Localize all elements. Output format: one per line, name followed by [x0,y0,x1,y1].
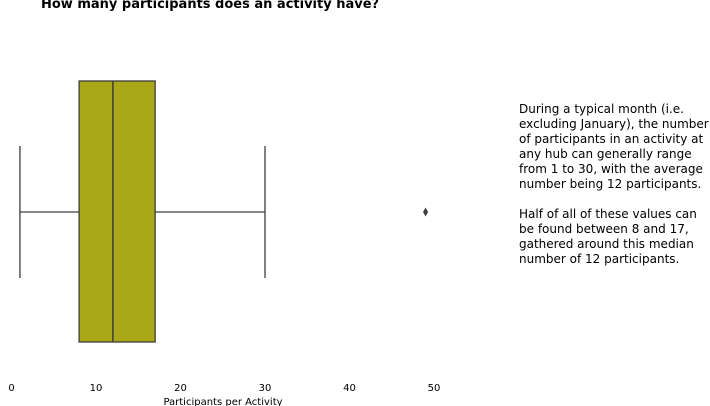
annotation-text: During a typical month (i.e. excluding J… [519,102,710,267]
x-axis-label: Participants per Activity [163,397,282,406]
box-plot: 0 10 20 30 40 50 Participants per Activity [8,80,441,406]
x-tick-label-40: 40 [343,383,356,394]
x-tick-label-20: 20 [174,383,187,394]
annotation-paragraph-2: Half of all of these values can be found… [519,207,697,266]
annotation-paragraph-1: During a typical month (i.e. excluding J… [519,102,709,191]
x-tick-label-30: 30 [259,383,272,394]
chart-title: How many participants does an activity h… [41,0,380,12]
outlier-point-0 [423,207,429,217]
x-tick-label-0: 0 [8,383,14,394]
iqr-box [78,80,156,343]
x-tick-label-50: 50 [428,383,441,394]
x-tick-label-10: 10 [90,383,103,394]
